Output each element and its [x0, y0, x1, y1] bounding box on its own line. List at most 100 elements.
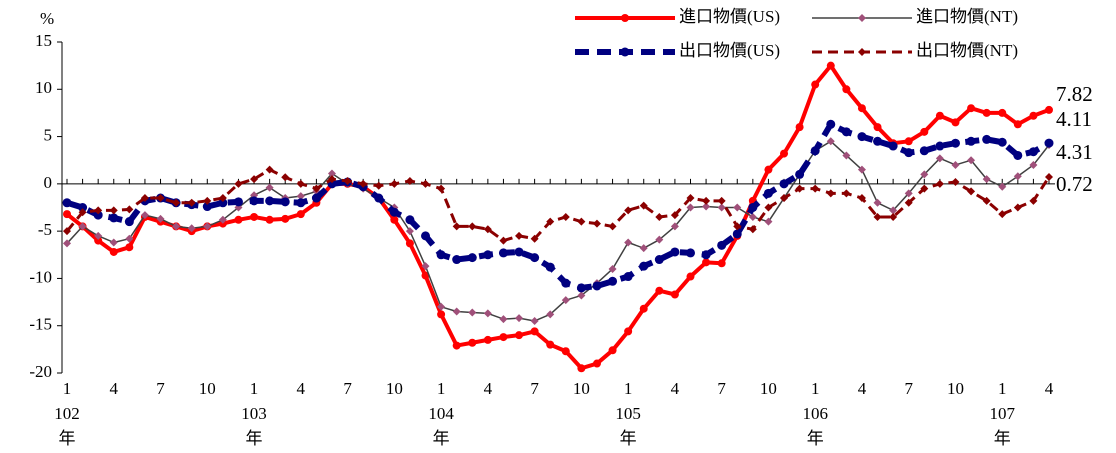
year-label: 106 [802, 404, 828, 423]
point [390, 179, 399, 188]
x-tick-label: 7 [343, 379, 352, 398]
end-label: 7.82 [1056, 82, 1093, 106]
point [125, 234, 134, 243]
point [405, 215, 415, 225]
point [468, 338, 477, 347]
point [389, 207, 399, 217]
point [889, 206, 898, 215]
point [717, 259, 726, 268]
point [842, 85, 851, 94]
point [1013, 150, 1023, 160]
point [265, 165, 274, 174]
series-line [66, 140, 1050, 322]
x-tick-label: 4 [671, 379, 680, 398]
point [515, 331, 524, 340]
point [826, 119, 836, 129]
point [967, 187, 976, 196]
point [374, 193, 384, 203]
point [281, 173, 290, 182]
point [967, 156, 976, 165]
point [530, 234, 539, 243]
x-tick-label: 4 [110, 379, 119, 398]
y-tick-label: -5 [38, 220, 52, 239]
point [499, 236, 508, 245]
point [561, 212, 570, 221]
point [670, 247, 680, 257]
x-tick-label: 1 [250, 379, 259, 398]
y-tick-label: 15 [35, 31, 52, 50]
point [779, 179, 789, 189]
point [655, 286, 664, 295]
point [842, 151, 851, 160]
point [623, 272, 633, 282]
legend-marker [620, 47, 630, 57]
point [639, 201, 648, 210]
point [873, 198, 882, 207]
point [546, 217, 555, 226]
x-tick-label: 10 [947, 379, 964, 398]
legend-label: 進口物價(US) [679, 7, 780, 26]
point [748, 225, 757, 234]
point [966, 136, 976, 146]
y-tick-label: -20 [29, 362, 52, 381]
point [187, 224, 196, 233]
point [78, 208, 87, 217]
point [312, 184, 321, 193]
point [452, 255, 462, 265]
point [109, 247, 118, 256]
point [670, 222, 679, 231]
x-tick-label: 4 [297, 379, 306, 398]
point [452, 307, 461, 316]
point [156, 194, 165, 203]
point [998, 182, 1007, 191]
point [904, 189, 913, 198]
point [249, 196, 259, 206]
point [857, 132, 867, 142]
point [172, 198, 181, 207]
end-label: 4.11 [1056, 107, 1092, 131]
point [701, 250, 711, 260]
point [904, 198, 913, 207]
point [545, 262, 555, 272]
point [811, 80, 820, 89]
point [733, 203, 742, 212]
point [468, 308, 477, 317]
point [156, 214, 165, 223]
x-tick-label: 4 [484, 379, 493, 398]
point [919, 146, 929, 156]
year-unit: 年 [994, 429, 1011, 448]
point [967, 104, 976, 113]
point [826, 189, 835, 198]
x-tick-label: 7 [904, 379, 913, 398]
point [172, 222, 181, 231]
point [686, 203, 695, 212]
point [920, 170, 929, 179]
point [265, 196, 275, 206]
x-tick-label: 1 [437, 379, 446, 398]
point [608, 264, 617, 273]
point [390, 215, 399, 224]
point [421, 262, 430, 271]
x-tick-label: 10 [760, 379, 777, 398]
point [374, 181, 383, 190]
point [218, 194, 227, 203]
point [717, 240, 727, 250]
year-label: 105 [615, 404, 641, 423]
point [685, 248, 695, 258]
point [218, 215, 227, 224]
point [94, 236, 103, 245]
point [670, 290, 679, 299]
point [296, 210, 305, 219]
x-tick-label: 1 [624, 379, 633, 398]
point [686, 272, 695, 281]
point [421, 271, 430, 280]
point [265, 183, 274, 192]
point [951, 160, 960, 169]
point [889, 212, 898, 221]
legend-label: 進口物價(NT) [916, 7, 1018, 26]
point [608, 346, 617, 355]
point [654, 255, 664, 265]
point [327, 169, 336, 178]
point [514, 247, 524, 257]
